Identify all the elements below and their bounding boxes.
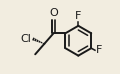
- Text: F: F: [96, 45, 102, 55]
- Text: Cl: Cl: [20, 34, 31, 44]
- Text: F: F: [75, 11, 81, 21]
- Text: O: O: [49, 8, 58, 18]
